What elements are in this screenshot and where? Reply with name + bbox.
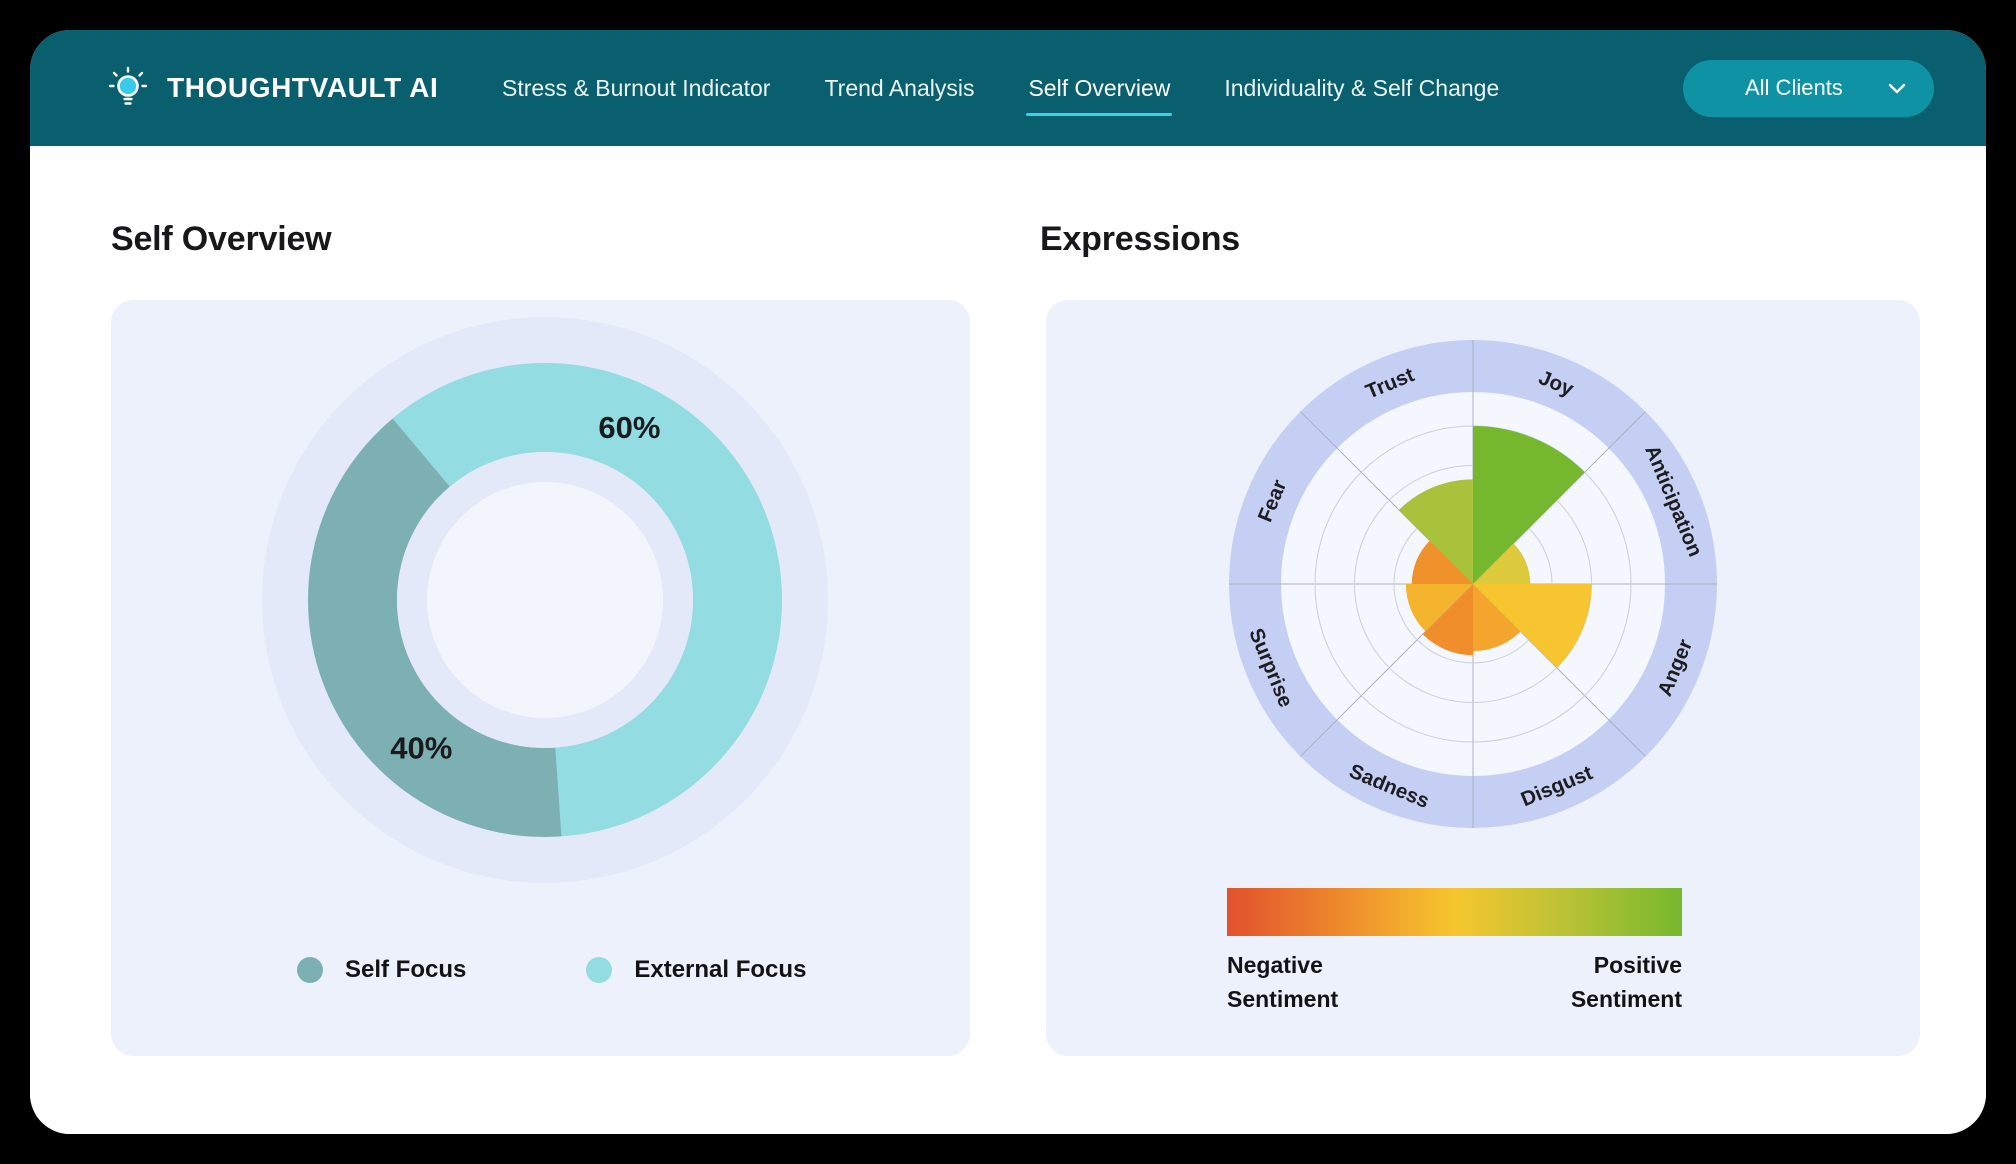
legend-dot <box>586 957 613 983</box>
dashboard-content: Self Overview Expressions 60% 40% Self Fo… <box>30 146 1986 1134</box>
emotion-wedge-joy <box>1473 426 1585 584</box>
legend-dot <box>297 957 323 983</box>
app-window: THOUGHTVAULT AI Stress & Burnout Indicat… <box>30 30 1986 1134</box>
nav-item-trend-analysis[interactable]: Trend Analysis <box>824 74 975 101</box>
nav-item-individuality-self-change[interactable]: Individuality & Self Change <box>1224 74 1500 101</box>
donut-hole <box>427 482 663 718</box>
expressions-panel: Joy Anticipation Anger Disgust Sadness Surpri… <box>1046 300 1920 1056</box>
legend-label: Self Focus <box>345 956 467 983</box>
app-title: THOUGHTVAULT AI <box>167 72 439 103</box>
client-filter-label: All Clients <box>1745 75 1843 100</box>
expressions-heading: Expressions <box>1040 220 1241 258</box>
self-focus-donut-chart: 60% 40% <box>262 317 828 883</box>
sentiment-gradient-bar <box>1227 888 1682 936</box>
self-overview-panel: 60% 40% Self Focus External Focus <box>111 300 970 1056</box>
negative-sentiment-label: Negative Sentiment <box>1227 952 1339 1012</box>
primary-nav: Stress & Burnout Indicator Trend Analysis… <box>500 30 1501 146</box>
self-overview-heading: Self Overview <box>111 220 332 258</box>
donut-segment-self-focus <box>307 418 562 837</box>
brand: THOUGHTVAULT AI <box>105 65 438 111</box>
emotion-wedge-fear <box>1411 540 1473 584</box>
legend-item-self-focus: Self Focus <box>297 956 466 984</box>
client-filter-dropdown[interactable]: All Clients <box>1683 59 1934 117</box>
nav-item-self-overview[interactable]: Self Overview <box>1026 69 1173 116</box>
nav-item-stress-burnout-indicator[interactable]: Stress & Burnout Indicator <box>502 74 771 101</box>
donut-legend: Self Focus External Focus <box>297 956 806 984</box>
emotion-wedge-anticipation <box>1473 543 1531 584</box>
emotion-wedge-sadness <box>1422 584 1473 656</box>
emotion-wedge-surprise <box>1405 584 1473 632</box>
polar-radial-gridline <box>1300 411 1474 585</box>
legend-item-external-focus: External Focus <box>586 956 806 984</box>
top-navigation-bar: THOUGHTVAULT AI Stress & Burnout Indicat… <box>30 30 1986 146</box>
donut-segment-external-focus <box>392 362 783 837</box>
emotion-wedge-disgust <box>1473 584 1521 652</box>
lightbulb-logo-icon <box>105 65 151 111</box>
emotion-wedge-trust <box>1398 479 1473 584</box>
chevron-down-icon <box>1888 83 1906 94</box>
donut-percent-label-self-focus: 40% <box>390 731 452 766</box>
legend-label: External Focus <box>634 956 807 983</box>
donut-percent-label-external-focus: 60% <box>598 410 660 445</box>
emotion-wedge-anger <box>1473 584 1592 668</box>
expressions-polar-chart: JoyAnticipationAngerDisgustSadnessSurpri… <box>1229 340 1717 828</box>
positive-sentiment-label: Positive Sentiment <box>1570 952 1682 1012</box>
